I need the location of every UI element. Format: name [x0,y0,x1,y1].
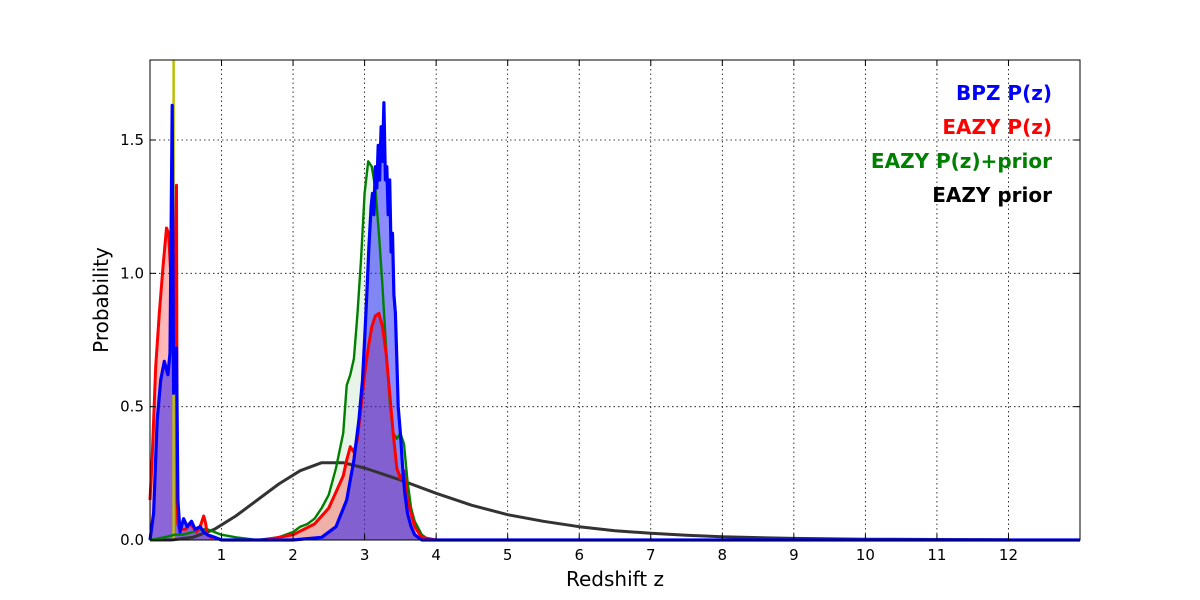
x-tick-label: 9 [789,546,799,564]
x-tick-label: 4 [431,546,441,564]
y-axis-label: Probability [89,247,113,353]
plot-frame [149,59,1081,541]
x-tick-label: 8 [718,546,728,564]
legend-entry-3: EAZY prior [932,183,1052,207]
legend-entry-0: BPZ P(z) [956,81,1052,105]
series-fill-2 [150,161,1080,541]
series-fill-1 [150,185,1080,541]
y-tick-label: 0.0 [120,531,144,549]
y-tick-label: 1.5 [120,131,144,149]
legend: BPZ P(z) EAZY P(z) EAZY P(z)+prior EAZY pri… [871,81,1052,207]
x-tick-label: 1 [217,546,227,564]
x-tick-label: 7 [646,546,656,564]
legend-entry-2: EAZY P(z)+prior [871,149,1052,173]
y-tick-label: 0.5 [120,398,144,416]
series-fill-0 [150,102,1080,540]
x-tick-label: 10 [856,546,875,564]
x-tick-label: 12 [999,546,1018,564]
x-axis-label: Redshift z [566,567,664,591]
x-tick-label: 3 [360,546,370,564]
x-tick-label: 2 [288,546,298,564]
y-tick-label: 1.0 [120,264,144,282]
series-line-0 [148,101,1080,542]
x-tick-label: 5 [503,546,513,564]
x-tick-label: 6 [574,546,584,564]
x-tick-label: 11 [927,546,946,564]
legend-entry-1: EAZY P(z) [942,115,1052,139]
